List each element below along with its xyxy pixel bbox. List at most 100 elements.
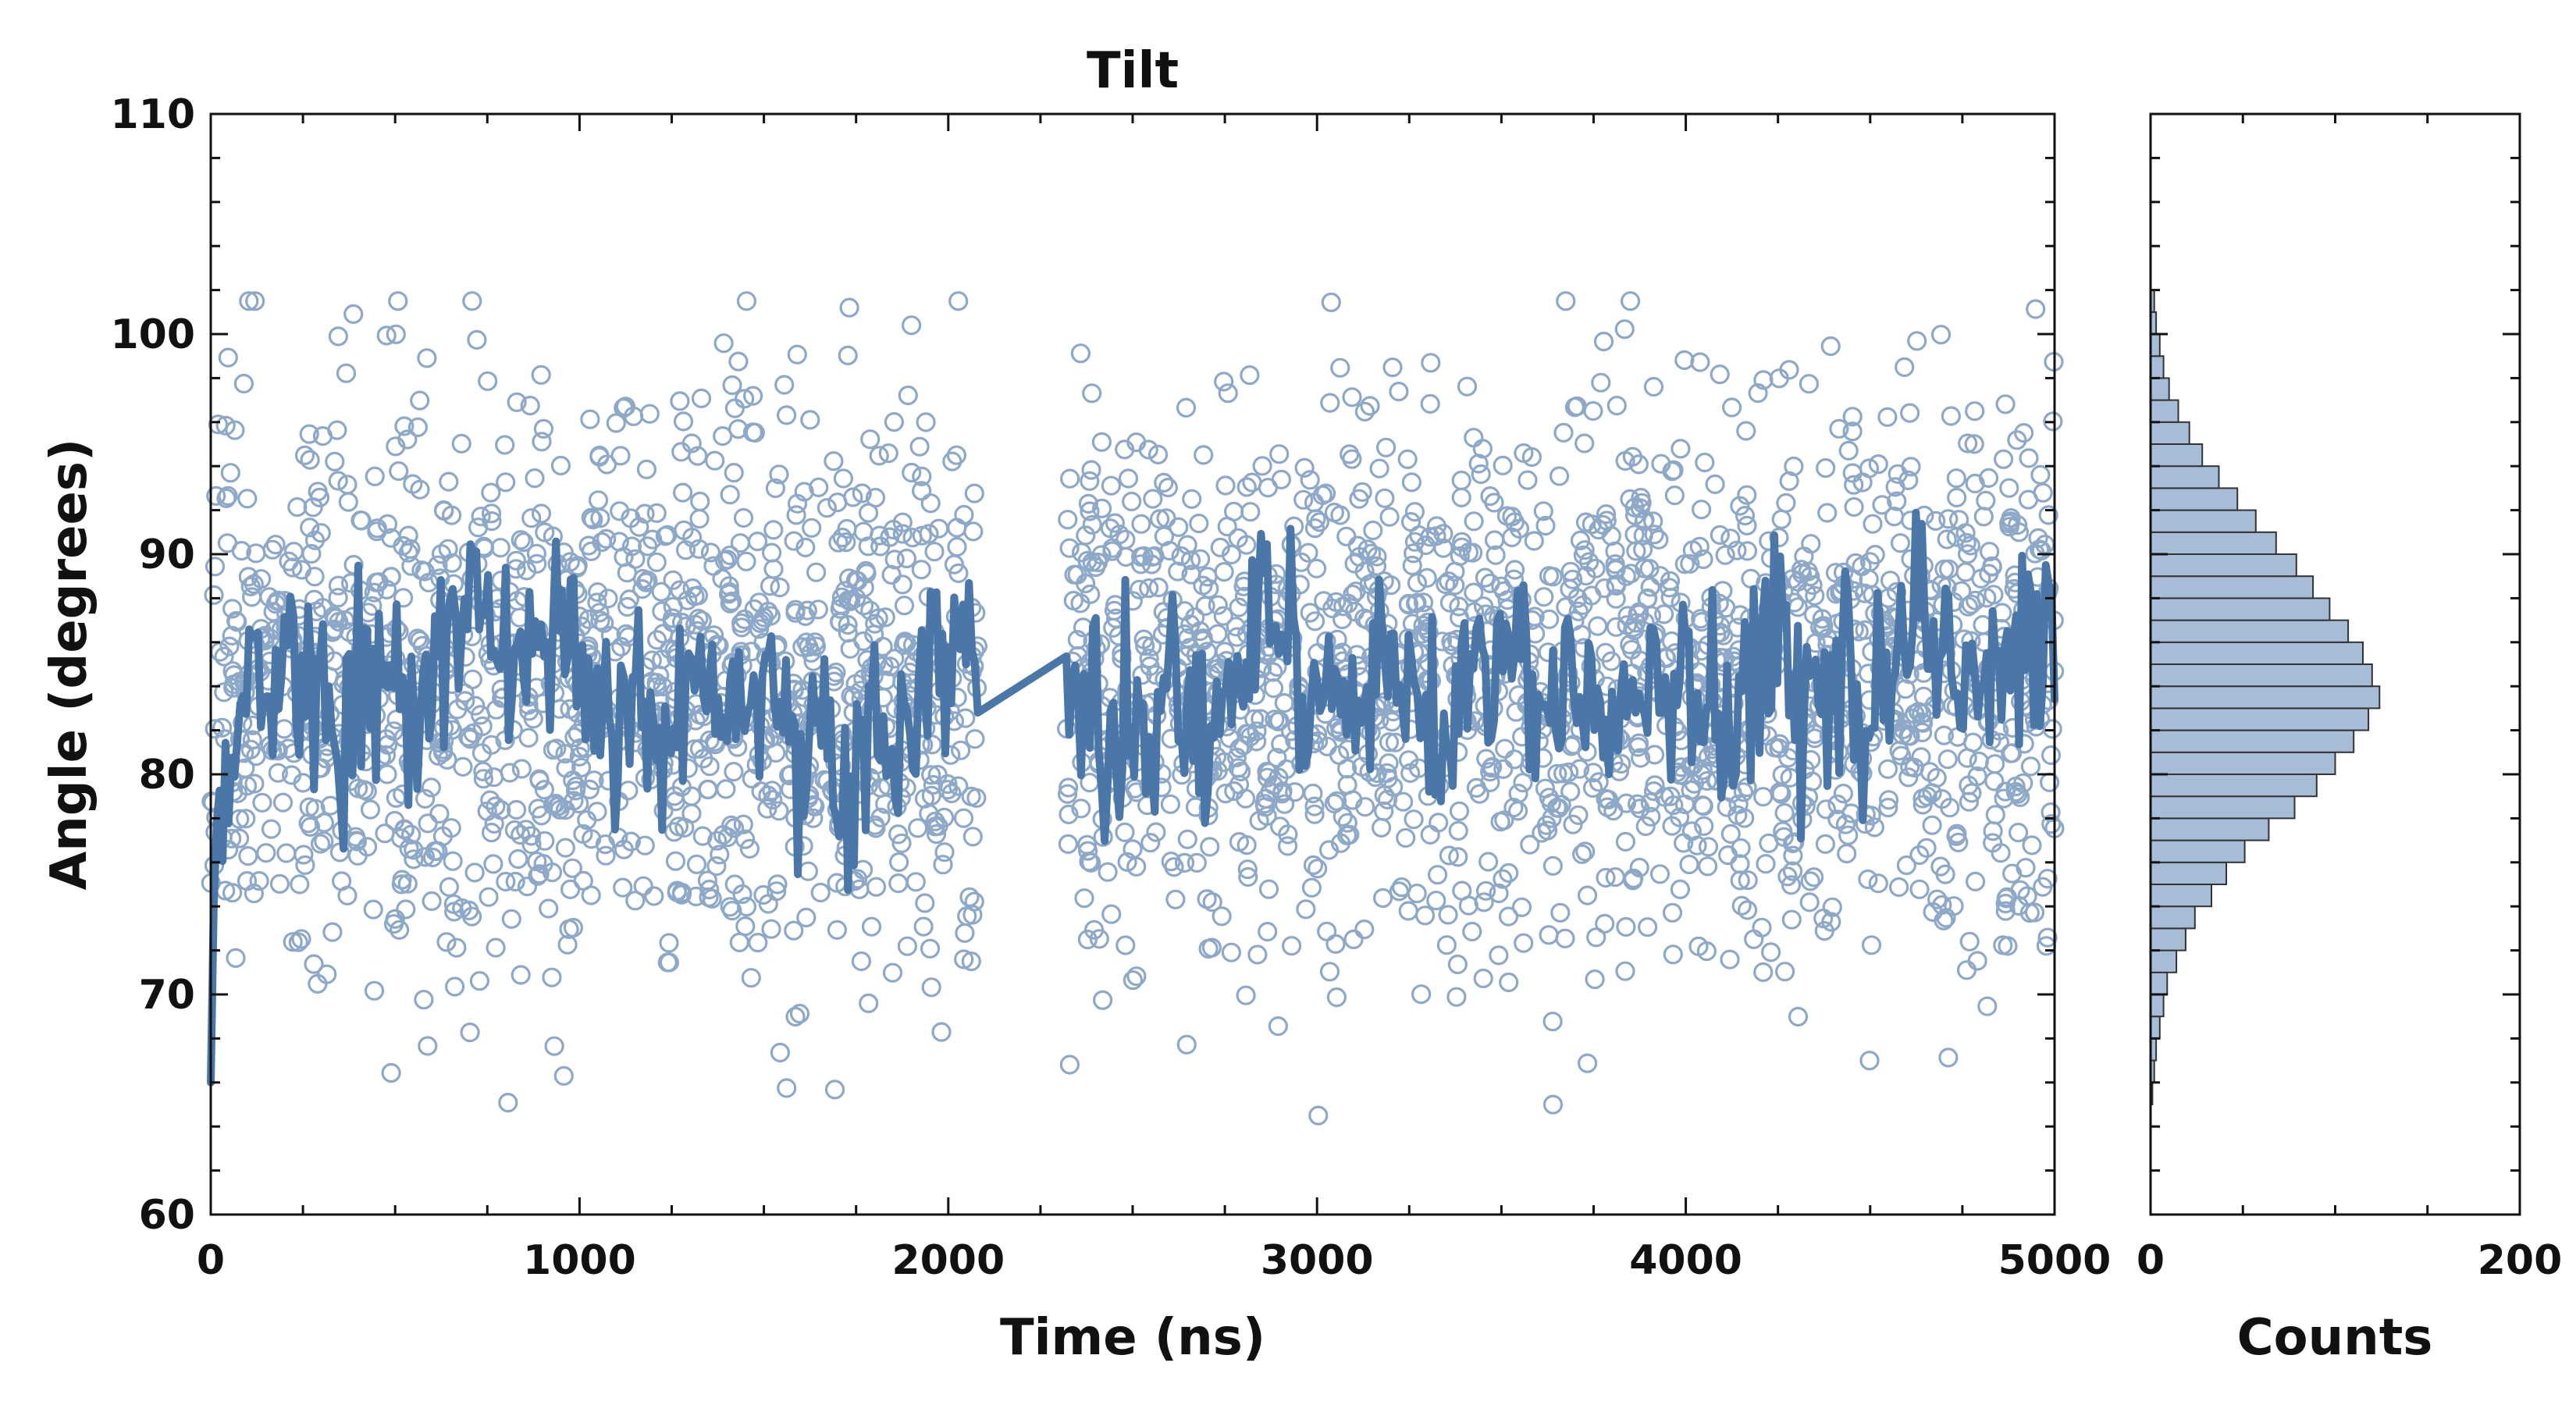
scatter-point	[809, 477, 829, 498]
scatter-point	[1318, 840, 1340, 860]
scatter-point	[963, 521, 984, 542]
scatter-point	[462, 291, 482, 311]
scatter-point	[1252, 456, 1272, 476]
scatter-point	[1493, 869, 1513, 889]
scatter-point	[1174, 852, 1195, 873]
scatter-point	[1774, 802, 1795, 823]
scatter-point	[724, 398, 745, 418]
scatter-point	[1306, 558, 1327, 579]
scatter-point	[1679, 854, 1699, 875]
scatter-point	[923, 774, 944, 795]
scatter-point	[1535, 778, 1556, 799]
scatter-point	[707, 831, 728, 851]
scatter-point	[672, 482, 693, 503]
scatter-point	[407, 628, 428, 649]
scatter-point	[338, 492, 358, 512]
scatter-point	[1674, 794, 1695, 815]
scatter-point	[237, 489, 258, 509]
scatter-point	[1802, 574, 1823, 596]
scatter-point	[915, 893, 935, 913]
scatter-point	[947, 536, 967, 557]
scatter-point	[1781, 909, 1802, 930]
scatter-point	[1588, 616, 1608, 636]
scatter-point	[635, 572, 656, 592]
scatter-axis-ticks: 0 1000 2000 3000 4000 5000 60 70 80 90 100 110	[110, 91, 2111, 1284]
scatter-point	[1624, 497, 1645, 518]
scatter-point	[1649, 529, 1669, 550]
histogram-bar	[2150, 707, 2370, 731]
histogram-axis-ticks: 0 200	[2137, 112, 2562, 1284]
scatter-point	[948, 776, 969, 796]
scatter-point	[611, 636, 632, 657]
scatter-point	[965, 729, 985, 749]
scatter-point	[946, 445, 967, 465]
y-tick-label: 80	[139, 752, 195, 799]
scatter-point	[617, 563, 637, 583]
scatter-point	[236, 809, 256, 829]
scatter-point	[1091, 432, 1112, 452]
scatter-point	[784, 920, 804, 941]
scatter-point	[767, 874, 788, 895]
scatter-point	[1115, 439, 1135, 460]
scatter-point	[836, 532, 856, 553]
scatter-point	[1994, 449, 2014, 469]
scatter-point	[1131, 514, 1151, 534]
scatter-point	[504, 820, 525, 841]
scatter-point	[1687, 835, 1707, 855]
scatter-point	[1504, 749, 1525, 770]
scatter-point	[1551, 795, 1571, 815]
scatter-point	[1575, 512, 1596, 532]
scatter-point	[531, 365, 551, 385]
scatter-point	[1451, 537, 1472, 557]
scatter-point	[1478, 852, 1499, 872]
scatter-point	[500, 763, 520, 783]
scatter-point	[1254, 794, 1275, 814]
scatter-point	[1912, 722, 1933, 743]
x-axis-label: Time (ns)	[1000, 1309, 1265, 1367]
scatter-point	[364, 980, 385, 1001]
scatter-point	[1117, 852, 1137, 873]
scatter-point	[1496, 506, 1517, 526]
scatter-point	[675, 540, 696, 560]
scatter-point	[1938, 509, 1959, 529]
scatter-point	[736, 551, 756, 571]
scatter-point	[878, 443, 898, 464]
scatter-point	[1539, 566, 1560, 586]
scatter-point	[1274, 794, 1295, 814]
scatter-point	[360, 799, 381, 820]
scatter-point	[1337, 813, 1357, 833]
scatter-point	[1537, 820, 1558, 841]
histogram-bar	[2150, 487, 2239, 511]
scatter-point	[1317, 921, 1337, 941]
scatter-point	[653, 676, 673, 697]
scatter-point	[480, 790, 500, 810]
scatter-point	[1080, 584, 1101, 605]
scatter-point	[1214, 561, 1234, 582]
scatter-point	[912, 466, 932, 487]
scatter-point	[1983, 833, 2003, 853]
scatter-point	[1160, 794, 1181, 814]
scatter-point	[894, 596, 915, 616]
scatter-point	[594, 613, 614, 633]
scatter-point	[839, 297, 859, 318]
histogram-bar	[2150, 641, 2364, 665]
scatter-point	[389, 461, 409, 482]
scatter-point	[1844, 475, 1864, 495]
scatter-point	[762, 781, 782, 801]
scatter-point	[1363, 520, 1383, 541]
scatter-point	[1621, 291, 1641, 311]
scatter-point	[700, 542, 721, 563]
scatter-point	[1674, 554, 1695, 574]
scatter-point	[881, 564, 902, 585]
scatter-point	[703, 556, 724, 576]
scatter-point	[312, 425, 333, 446]
scatter-point	[710, 845, 730, 865]
scatter-point	[1961, 594, 1981, 614]
scatter-point	[892, 574, 913, 595]
scatter-point	[1413, 592, 1434, 613]
scatter-point	[1398, 901, 1418, 921]
scatter-point	[1694, 816, 1714, 836]
scatter-point	[1285, 782, 1305, 802]
scatter-point	[1101, 904, 1122, 924]
scatter-point	[928, 816, 948, 837]
